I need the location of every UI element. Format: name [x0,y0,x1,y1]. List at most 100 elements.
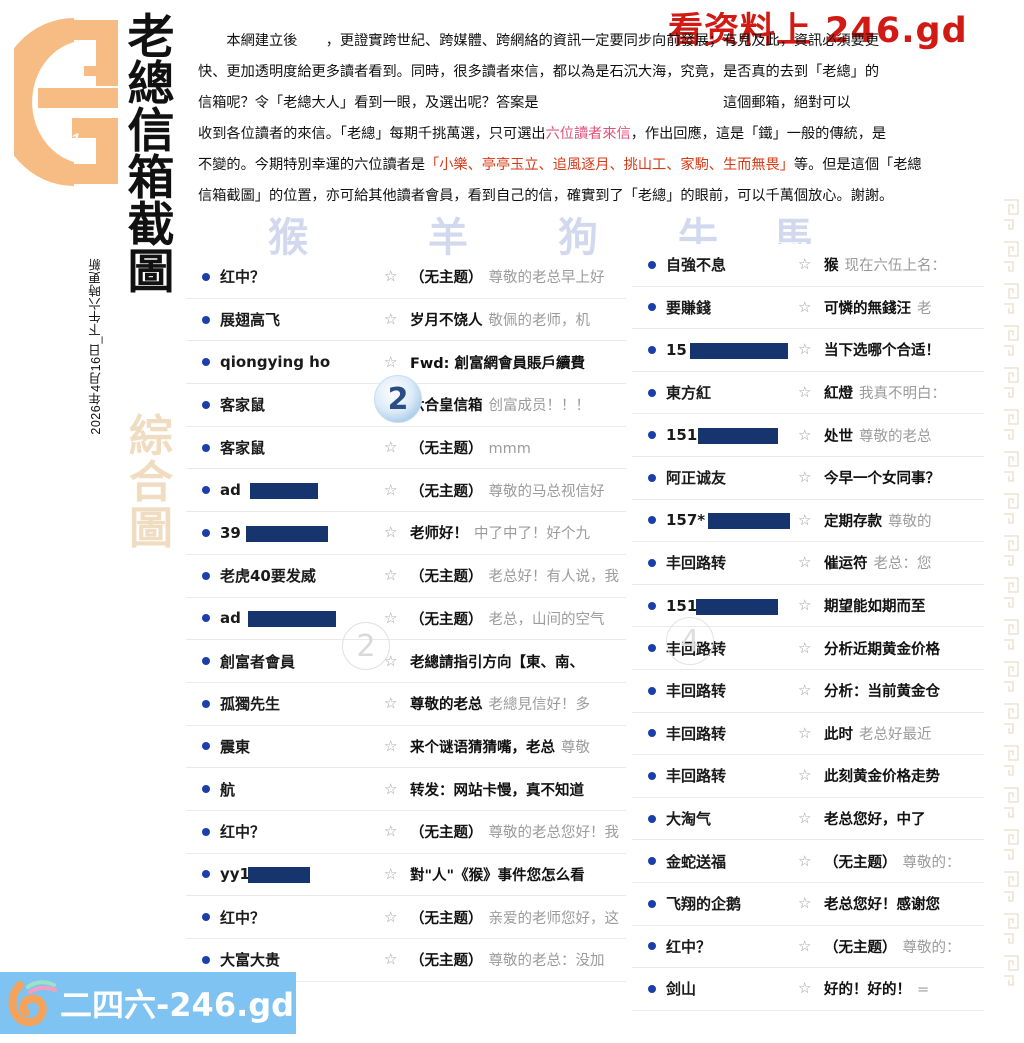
mail-sender: 丰回路转 [666,724,727,743]
mail-row[interactable]: 红中？ ☆ （无主题） 尊敬的老总早上好 [186,256,626,299]
bottom-watermark-bar: 二四六-246.gd [0,972,296,1034]
star-icon[interactable]: ☆ [798,895,812,913]
vertical-title-char: 總 [127,57,175,112]
redaction-block [696,598,778,615]
star-icon[interactable]: ☆ [384,865,398,883]
unread-dot-icon [202,400,210,409]
star-icon[interactable]: ☆ [798,639,812,657]
mail-subject: 老总您好！感谢您 [824,897,940,914]
star-icon[interactable]: ☆ [798,937,812,955]
mail-row[interactable]: 飞翔的企鹅 ☆ 老总您好！感谢您 [632,883,984,926]
mail-preview: 尊敬的 [888,513,932,530]
mail-row[interactable]: 红中？ ☆ （无主题） 尊敬的老总您好！我 [186,811,626,854]
mail-row[interactable]: ad ☆ （无主题） 老总，山间的空气 [186,598,626,641]
mail-subject: （无主题） 尊敬的： [824,854,961,871]
star-icon[interactable]: ☆ [798,554,812,572]
unread-dot-icon [648,558,656,567]
mail-row[interactable]: 大富大贵 ☆ （无主题） 尊敬的老总：没加 [186,939,626,982]
star-icon[interactable]: ☆ [798,341,812,359]
star-icon[interactable]: ☆ [798,469,812,487]
redaction-block [708,513,790,530]
mail-row[interactable]: 金蛇送福 ☆ （无主题） 尊敬的： [632,840,984,883]
mail-row[interactable]: 红中？ ☆ （无主题） 亲爱的老师您好，这 [186,896,626,939]
mail-row[interactable]: 39 ☆ 老师好！ 中了中了！好个九 [186,512,626,555]
mail-sender: 151 [666,597,794,615]
redaction-block [248,611,336,628]
star-icon[interactable]: ☆ [384,652,398,670]
star-icon[interactable]: ☆ [384,439,398,457]
star-icon[interactable]: ☆ [384,780,398,798]
mail-row[interactable]: yy1 ☆ 對"人"《猴》事件您怎么看 [186,854,626,897]
star-icon[interactable]: ☆ [384,609,398,627]
mail-row[interactable]: 東方紅 ☆ 紅燈 我真不明白： [632,372,984,415]
mail-subject: （无主题） 尊敬的马总视信好 [410,483,605,500]
star-icon[interactable]: ☆ [798,384,812,402]
star-icon[interactable]: ☆ [798,597,812,615]
mail-row[interactable]: 151 ☆ 期望能如期而至 [632,585,984,628]
mail-sender: qiongying ho [220,353,331,372]
star-icon[interactable]: ☆ [384,823,398,841]
mail-row[interactable]: 孤獨先生 ☆ 尊敬的老总 老總見信好！多 [186,683,626,726]
mail-list-right[interactable]: 自強不息 ☆ 猴现在六伍上名： 要賺錢 ☆ 可憐的無錢汪老 15 ☆ 当下选哪个合适！ 東方紅 ☆ 紅… [632,244,984,1011]
star-icon[interactable]: ☆ [798,511,812,529]
star-icon[interactable]: ☆ [798,256,812,274]
mail-row[interactable]: 客家鼠 ☆ （无主题） mmm [186,427,626,470]
star-icon[interactable]: ☆ [798,810,812,828]
star-icon[interactable]: ☆ [384,396,398,414]
mail-row[interactable]: 航 ☆ 转发：网站卡慢，真不知道 [186,768,626,811]
star-icon[interactable]: ☆ [384,695,398,713]
update-date: 2026年4月16日_下午六時更新 [89,258,103,435]
mail-preview: mmm [488,441,531,458]
star-icon[interactable]: ☆ [798,426,812,444]
mail-preview: 创富成员！！！ [488,398,591,415]
mail-row[interactable]: 自強不息 ☆ 猴现在六伍上名： [632,244,984,287]
mail-row[interactable]: 要賺錢 ☆ 可憐的無錢汪老 [632,287,984,330]
mail-preview: 老總見信好！多 [488,697,591,714]
mail-row[interactable]: 震東 ☆ 来个谜语猜猜嘴，老总 尊敬 [186,726,626,769]
star-icon[interactable]: ☆ [384,268,398,286]
mail-row[interactable]: 丰回路转 ☆ 此时 老总好最近 [632,713,984,756]
star-icon[interactable]: ☆ [384,908,398,926]
star-icon[interactable]: ☆ [384,737,398,755]
mail-row[interactable]: 151 ☆ 处世 尊敬的老总 [632,414,984,457]
star-icon[interactable]: ☆ [384,481,398,499]
article-text-segment: 信箱呢？令「老總大人」看到一眼，及選出呢？答案是 [198,95,539,111]
mail-row[interactable]: 丰回路转 ☆ 分析：当前黄金仓 [632,670,984,713]
mail-row[interactable]: 客家鼠 ☆ 六合皇信箱 创富成员！！！ [186,384,626,427]
mail-sender: 金蛇送福 [666,852,727,871]
star-icon[interactable]: ☆ [384,353,398,371]
mail-row[interactable]: 創富者會員 ☆ 老總請指引方向【東、南、 [186,640,626,683]
mail-row[interactable]: ad ☆ （无主题） 尊敬的马总视信好 [186,469,626,513]
mail-row[interactable]: 剑山 ☆ 好的！好的！ = [632,968,984,1011]
star-icon[interactable]: ☆ [798,682,812,700]
star-icon[interactable]: ☆ [798,852,812,870]
mail-row[interactable]: 157* ☆ 定期存款 尊敬的 [632,500,984,543]
mail-row[interactable]: 展翅高飞 ☆ 岁月不饶人 敬佩的老师，机 [186,299,626,342]
mail-row[interactable]: 15 ☆ 当下选哪个合适！ [632,329,984,372]
star-icon[interactable]: ☆ [384,311,398,329]
unread-dot-icon [648,388,656,397]
mail-row[interactable]: 老虎40要发威 ☆ （无主题） 老总好！有人说，我 [186,555,626,598]
mail-row[interactable]: 丰回路转 ☆ 此刻黄金价格走势 [632,755,984,798]
star-icon[interactable]: ☆ [798,724,812,742]
mail-subject: 此刻黄金价格走势 [824,769,940,786]
star-icon[interactable]: ☆ [798,980,812,998]
star-icon[interactable]: ☆ [798,298,812,316]
mail-list-left[interactable]: 红中？ ☆ （无主题） 尊敬的老总早上好 展翅高飞 ☆ 岁月不饶人 敬佩的老师，机 qiongy… [186,256,626,982]
mail-subject: 当下选哪个合适！ [824,343,940,360]
mail-row[interactable]: 丰回路转 ☆ 催运符 老总：您 [632,542,984,585]
star-icon[interactable]: ☆ [384,951,398,969]
mail-subject: （无主题） 亲爱的老师您好，这 [410,910,619,927]
star-icon[interactable]: ☆ [384,567,398,585]
star-icon[interactable]: ☆ [384,524,398,542]
mail-preview: 尊敬的： [902,854,961,871]
mail-row[interactable]: 大淘气 ☆ 老总您好，中了 [632,798,984,841]
unread-dot-icon [202,657,210,666]
mail-row[interactable]: qiongying ho ☆ Fwd: 創富網會員賬戶續費 [186,341,626,385]
mail-subject: 处世 尊敬的老总 [824,428,932,445]
mail-row[interactable]: 丰回路转 ☆ 分析近期黄金价格 [632,627,984,670]
star-icon[interactable]: ☆ [798,767,812,785]
mail-row[interactable]: 红中？ ☆ （无主题） 尊敬的： [632,926,984,969]
mail-subject: （无主题） 尊敬的老总早上好 [410,270,605,287]
mail-row[interactable]: 阿正诚友 ☆ 今早一个女同事？ [632,457,984,500]
